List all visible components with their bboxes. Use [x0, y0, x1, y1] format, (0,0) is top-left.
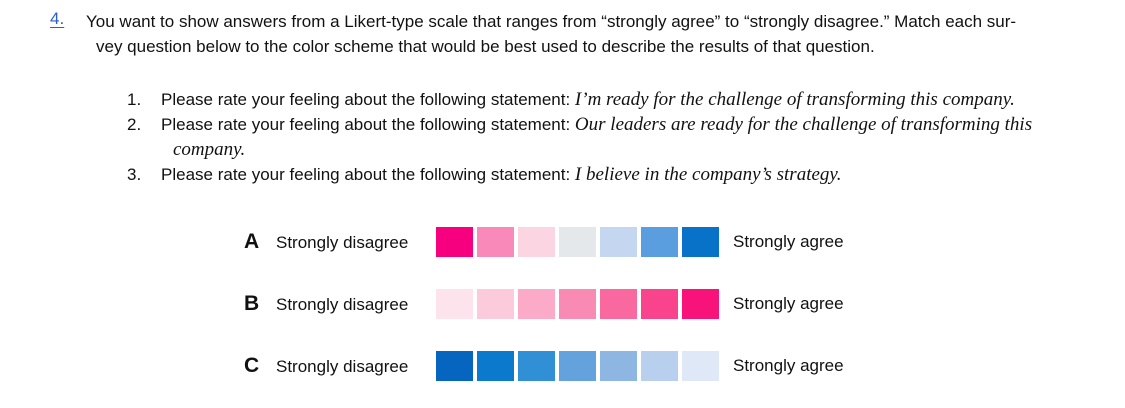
color-swatch-7 [682, 227, 719, 257]
color-swatch-3 [518, 351, 555, 381]
scheme-letter: C [244, 354, 260, 377]
survey-question-number: 1. [127, 90, 142, 109]
survey-question-statement: I’m ready for the challenge of transform… [574, 89, 1015, 110]
color-swatch-strip [436, 351, 719, 381]
survey-question-text: Please rate your feeling about the follo… [161, 87, 1015, 112]
survey-question-text: Please rate your feeling about the follo… [161, 112, 1032, 137]
color-swatch-6 [641, 289, 678, 319]
survey-question-stem: Please rate your feeling about the follo… [161, 115, 575, 134]
color-swatch-strip [436, 289, 719, 319]
color-scheme-a: A Strongly disagree Strongly agree [0, 227, 1125, 259]
survey-question-number: 2. [127, 115, 142, 134]
color-swatch-2 [477, 289, 514, 319]
scale-right-label: Strongly agree [733, 294, 844, 313]
survey-question-number: 3. [127, 165, 142, 184]
survey-question-statement: I believe in the company’s strategy. [574, 164, 842, 185]
color-swatch-3 [518, 227, 555, 257]
color-swatch-strip [436, 227, 719, 257]
color-swatch-1 [436, 351, 473, 381]
survey-question-statement: Our leaders are ready for the challenge … [574, 114, 1033, 135]
color-swatch-6 [641, 227, 678, 257]
color-scheme-c: C Strongly disagree Strongly agree [0, 351, 1125, 383]
survey-question-text: Please rate your feeling about the follo… [161, 162, 842, 187]
survey-question-stem: Please rate your feeling about the follo… [161, 90, 575, 109]
question-prompt: You want to show answers from a Likert-t… [86, 9, 1071, 59]
scale-left-label: Strongly disagree [276, 357, 409, 376]
scale-left-label: Strongly disagree [276, 233, 409, 252]
question-number-link[interactable]: 4. [50, 9, 65, 28]
color-swatch-7 [682, 289, 719, 319]
color-swatch-2 [477, 227, 514, 257]
color-swatch-3 [518, 289, 555, 319]
color-swatch-7 [682, 351, 719, 381]
color-swatch-1 [436, 289, 473, 319]
color-scheme-b: B Strongly disagree Strongly agree [0, 289, 1125, 321]
color-swatch-6 [641, 351, 678, 381]
scale-right-label: Strongly agree [733, 232, 844, 251]
color-swatch-2 [477, 351, 514, 381]
scale-left-label: Strongly disagree [276, 295, 409, 314]
question-prompt-line1: You want to show answers from a Likert-t… [86, 12, 1017, 31]
color-swatch-1 [436, 227, 473, 257]
color-swatch-4 [559, 351, 596, 381]
color-swatch-5 [600, 351, 637, 381]
scale-right-label: Strongly agree [733, 356, 844, 375]
scheme-letter: B [244, 292, 260, 315]
color-swatch-5 [600, 227, 637, 257]
color-swatch-4 [559, 289, 596, 319]
question-prompt-line2: vey question below to the color scheme t… [96, 37, 875, 56]
survey-question-statement-continuation: company. [173, 139, 246, 160]
survey-question-stem: Please rate your feeling about the follo… [161, 165, 575, 184]
scheme-letter: A [244, 230, 260, 253]
color-swatch-4 [559, 227, 596, 257]
color-swatch-5 [600, 289, 637, 319]
